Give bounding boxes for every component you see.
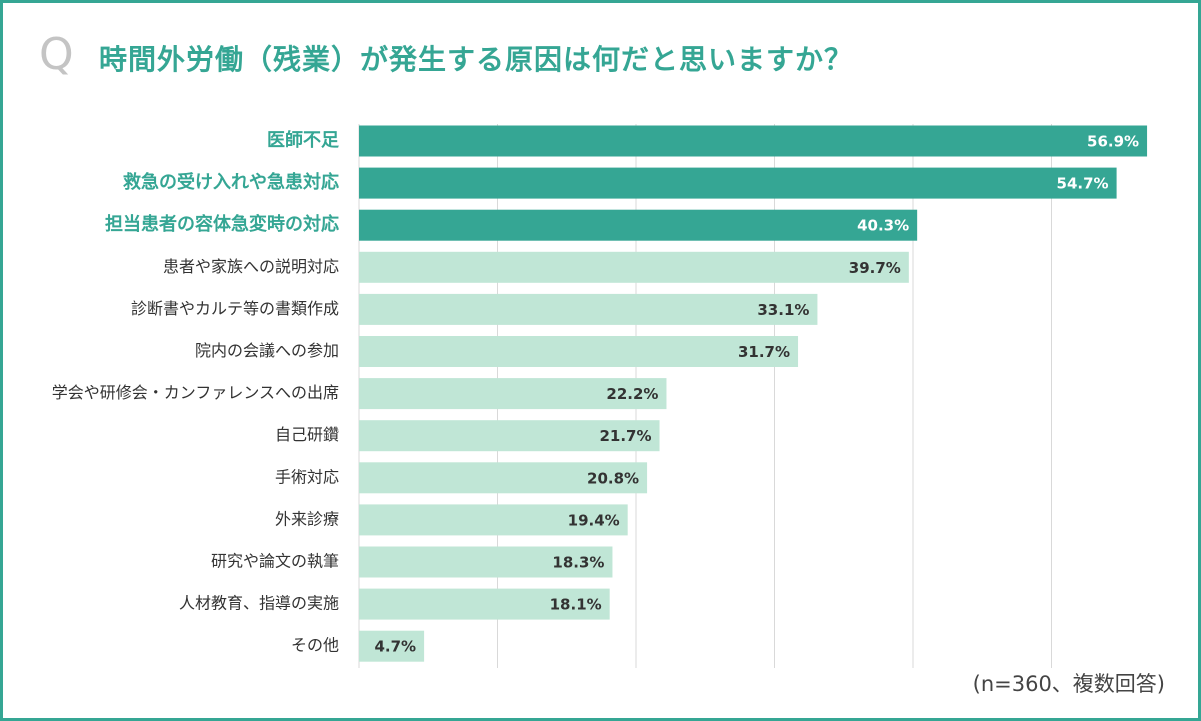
value-label: 56.9% bbox=[1087, 133, 1139, 151]
value-label: 20.8% bbox=[587, 469, 639, 487]
bar bbox=[359, 167, 1117, 199]
category-label: 人材教育、指導の実施 bbox=[179, 594, 339, 613]
value-label: 19.4% bbox=[568, 511, 620, 529]
bar bbox=[359, 209, 918, 241]
bar bbox=[359, 336, 799, 367]
value-label: 31.7% bbox=[738, 343, 790, 361]
category-label: 診断書やカルテ等の書類作成 bbox=[131, 299, 339, 318]
value-label: 21.7% bbox=[599, 427, 651, 445]
bar bbox=[359, 630, 425, 662]
value-label: 18.1% bbox=[550, 596, 602, 614]
bar bbox=[359, 588, 610, 620]
value-label: 4.7% bbox=[374, 638, 416, 656]
category-label: 担当患者の容体急変時の対応 bbox=[105, 213, 339, 235]
category-label: 救急の受け入れや急患対応 bbox=[123, 171, 339, 193]
category-label: 自己研鑽 bbox=[275, 425, 339, 444]
bar bbox=[359, 378, 667, 410]
bar bbox=[359, 251, 909, 283]
bar bbox=[359, 504, 628, 536]
category-label: 外来診療 bbox=[275, 509, 339, 528]
bar bbox=[359, 293, 818, 325]
question-mark-icon: Q bbox=[39, 29, 74, 80]
sample-note: (n=360、複数回答) bbox=[972, 672, 1165, 696]
value-label: 22.2% bbox=[606, 385, 658, 403]
category-label: 研究や論文の執筆 bbox=[211, 552, 339, 571]
bar bbox=[359, 420, 660, 452]
page-title: 時間外労働（残業）が発生する原因は何だと思いますか？ bbox=[99, 43, 854, 76]
bar bbox=[359, 125, 1148, 157]
bar bbox=[359, 462, 648, 494]
value-label: 39.7% bbox=[849, 259, 901, 277]
value-label: 40.3% bbox=[857, 217, 909, 235]
category-label: 患者や家族への説明対応 bbox=[163, 257, 339, 276]
value-label: 18.3% bbox=[552, 554, 604, 572]
value-label: 33.1% bbox=[757, 301, 809, 319]
category-label: 医師不足 bbox=[267, 129, 339, 151]
value-label: 54.7% bbox=[1057, 175, 1109, 193]
category-label: 学会や研修会・カンファレンスへの出席 bbox=[52, 383, 339, 402]
category-label: その他 bbox=[291, 636, 339, 655]
category-label: 手術対応 bbox=[275, 467, 339, 486]
category-label: 院内の会議への参加 bbox=[195, 341, 339, 360]
bar bbox=[359, 546, 613, 578]
